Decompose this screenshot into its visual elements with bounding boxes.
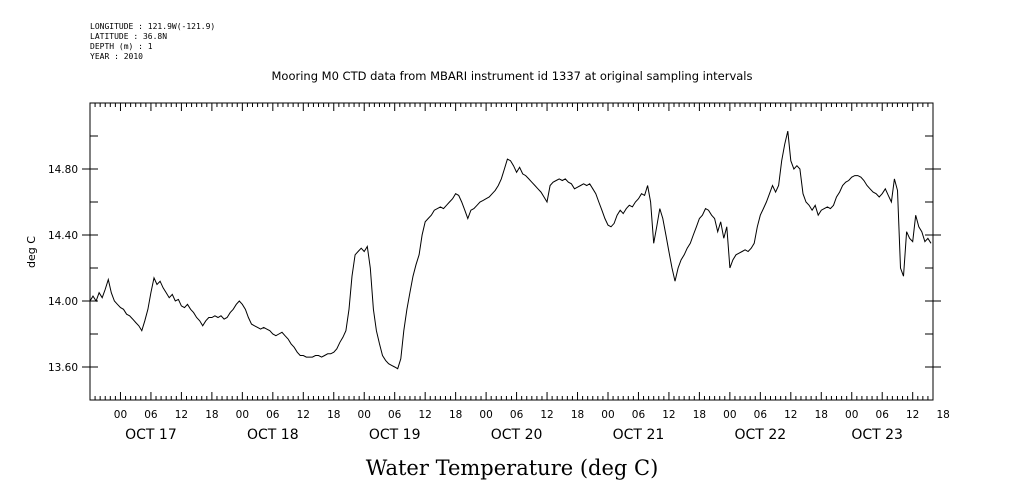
x-tick-label: 06 — [266, 409, 280, 421]
chart-title: Mooring M0 CTD data from MBARI instrumen… — [272, 69, 753, 83]
latitude-label: LATITUDE : 36.8N — [90, 32, 168, 41]
x-day-labels: OCT 17 OCT 18 OCT 19 OCT 20 OCT 21 OCT 22 OCT … — [125, 427, 903, 443]
x-tick-label: 18 — [571, 409, 584, 421]
x-tick-label: 12 — [784, 409, 797, 421]
x-day-label: OCT 22 — [735, 427, 787, 443]
x-tick-label: 06 — [754, 409, 768, 421]
x-tick-label: 18 — [449, 409, 462, 421]
x-tick-label: 12 — [906, 409, 919, 421]
x-tick-label: 00 — [601, 409, 614, 421]
year-label: YEAR : 2010 — [90, 52, 143, 61]
x-tick-label: 06 — [144, 409, 158, 421]
x-tick-label: 12 — [175, 409, 188, 421]
x-tick-label: 00 — [723, 409, 736, 421]
x-tick-label: 06 — [876, 409, 890, 421]
x-day-label: OCT 23 — [851, 427, 903, 443]
y-tick-label: 14.40 — [48, 230, 78, 242]
x-tick-label: 06 — [388, 409, 402, 421]
x-tick-label: 00 — [845, 409, 858, 421]
x-tick-label: 18 — [327, 409, 340, 421]
x-tick-label: 12 — [540, 409, 553, 421]
x-day-label: OCT 19 — [369, 427, 421, 443]
x-tick-label: 00 — [358, 409, 371, 421]
axis-ticks — [82, 102, 941, 401]
plot-frame — [89, 102, 934, 401]
x-tick-label: 00 — [114, 409, 127, 421]
x-axis-label: Water Temperature (deg C) — [366, 456, 659, 480]
x-tick-label: 18 — [205, 409, 218, 421]
x-tick-label: 00 — [479, 409, 492, 421]
x-tick-label: 06 — [510, 409, 524, 421]
y-tick-label: 14.80 — [48, 164, 78, 176]
depth-label: DEPTH (m) : 1 — [90, 42, 153, 51]
x-tick-labels: 00 06 12 18 00 06 12 18 00 06 12 18 00 06 12 18 00 06 12 18… — [114, 409, 950, 421]
x-tick-label: 00 — [236, 409, 249, 421]
y-tick-label: 14.00 — [48, 296, 78, 308]
x-tick-label: 12 — [662, 409, 675, 421]
x-day-label: OCT 20 — [491, 427, 543, 443]
longitude-label: LONGITUDE : 121.9W(-121.9) — [90, 22, 216, 31]
x-day-label: OCT 17 — [125, 427, 177, 443]
x-tick-label: 12 — [418, 409, 431, 421]
metadata-block: LONGITUDE : 121.9W(-121.9) LATITUDE : 36… — [90, 22, 215, 62]
x-tick-label: 12 — [297, 409, 310, 421]
x-tick-label: 18 — [693, 409, 706, 421]
y-tick-label: 13.60 — [48, 362, 78, 374]
y-axis-label: deg C — [25, 236, 38, 268]
y-tick-labels: 13.60 14.00 14.40 14.80 — [48, 164, 78, 374]
x-tick-label: 18 — [936, 409, 949, 421]
x-day-label: OCT 21 — [613, 427, 665, 443]
x-day-label: OCT 18 — [247, 427, 299, 443]
x-tick-label: 18 — [815, 409, 828, 421]
series-line-water-temperature — [89, 130, 932, 370]
x-tick-label: 06 — [632, 409, 646, 421]
